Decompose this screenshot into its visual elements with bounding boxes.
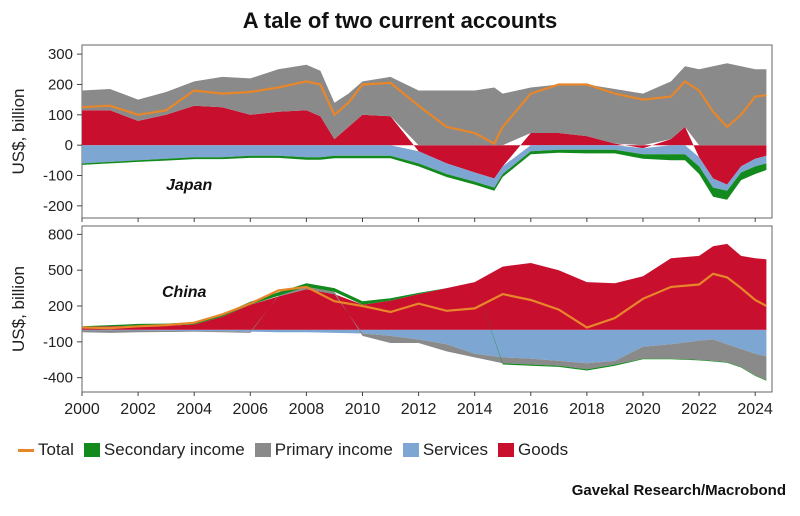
xtick-label: 2000 [64, 401, 100, 418]
xtick-label: 2016 [513, 401, 549, 418]
legend-item-services: Services [402, 440, 489, 460]
japan-ytick-label: 200 [48, 76, 73, 93]
japan-area-goods [82, 105, 767, 185]
japan-area-services [82, 145, 767, 191]
japan-panel-label: Japan [166, 177, 212, 194]
xtick-label: 2018 [569, 401, 605, 418]
xtick-label: 2014 [457, 401, 493, 418]
legend-swatch-total [18, 448, 34, 452]
japan-line-total [82, 79, 767, 146]
xtick-label: 2022 [681, 401, 717, 418]
japan-ytick-label: -100 [43, 168, 73, 185]
chart-title: A tale of two current accounts [242, 8, 558, 33]
xtick-label: 2002 [120, 401, 156, 418]
china-ytick-label: 500 [48, 262, 73, 279]
legend-item-primary: Primary income [254, 440, 393, 460]
japan-ytick-label: -200 [43, 198, 73, 215]
china-panel: -400 -100 200 500 800 US$, billion China [9, 225, 773, 396]
legend-swatch-primary [254, 443, 271, 457]
china-ytick-label: 800 [48, 226, 73, 243]
xtick-label: 2020 [625, 401, 661, 418]
legend-label-secondary: Secondary income [103, 440, 245, 459]
xtick-label: 2024 [737, 401, 773, 418]
china-area-services [82, 329, 767, 364]
japan-ytick-label: 100 [48, 107, 73, 124]
legend-label-primary: Primary income [274, 440, 393, 459]
xtick-label: 2008 [289, 401, 325, 418]
xtick-label: 2012 [401, 401, 437, 418]
legend-swatch-services [402, 443, 419, 457]
japan-areas [82, 63, 767, 200]
china-ytick-label: 200 [48, 298, 73, 315]
xtick-label: 2004 [176, 401, 212, 418]
china-areas [82, 243, 767, 381]
japan-panel: -200 -100 0 100 200 300 US$, billion Japan [9, 44, 773, 222]
japan-ylabel: US$, billion [9, 89, 28, 175]
xtick-label: 2010 [345, 401, 381, 418]
china-line-total [82, 272, 767, 330]
legend-item-total: Total [18, 440, 74, 460]
legend-item-secondary: Secondary income [83, 440, 245, 460]
legend-swatch-secondary [83, 443, 100, 457]
legend-label-total: Total [38, 440, 74, 459]
xtick-label: 2006 [232, 401, 268, 418]
china-ylabel: US$, billion [9, 266, 28, 352]
source-note: Gavekal Research/Macrobond [571, 482, 786, 499]
china-ytick-label: -400 [43, 370, 73, 387]
legend-item-goods: Goods [498, 440, 568, 460]
japan-ytick-label: 0 [65, 137, 73, 154]
china-panel-label: China [162, 284, 207, 301]
legend-label-goods: Goods [518, 440, 569, 459]
legend-swatch-goods [498, 443, 515, 457]
china-area-goods [82, 243, 767, 330]
legend-label-services: Services [422, 440, 489, 459]
japan-area-primary [82, 63, 767, 146]
japan-ytick-label: 300 [48, 46, 73, 63]
legend: Total Secondary income Primary income Servi… [18, 440, 578, 460]
china-ytick-label: -100 [43, 334, 73, 351]
